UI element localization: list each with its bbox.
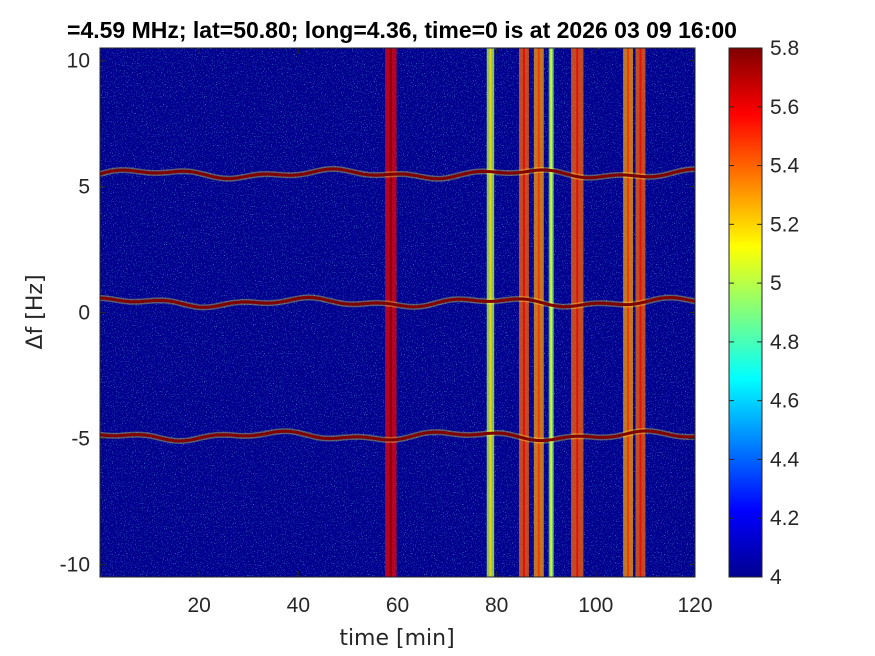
carrier-line [100, 167, 695, 181]
colorbar-tick-label: 4 [770, 566, 782, 589]
colorbar-tick-label: 4.2 [770, 507, 799, 530]
x-tick-label: 40 [287, 594, 310, 617]
plot-area [100, 48, 695, 577]
colorbar-tick-label: 5.8 [770, 37, 799, 60]
y-tick-label: 5 [78, 176, 90, 199]
x-tick-label: 120 [677, 594, 712, 617]
colorbar-tick-label: 4.6 [770, 390, 799, 413]
y-tick-label: 0 [78, 302, 90, 325]
x-axis: 20 40 60 80 100 120 [187, 48, 713, 617]
carrier-line [100, 295, 695, 309]
carrier-lines [100, 165, 695, 445]
colorbar-tick-label: 5.4 [770, 155, 800, 178]
broadband-band-core [550, 48, 553, 577]
y-axis: 10 5 0 -5 -10 [60, 50, 695, 576]
colorbar-tick-label: 5.6 [770, 96, 799, 119]
y-tick-label: 10 [67, 50, 90, 73]
x-tick-label: 80 [485, 594, 508, 617]
colorbar-tick-label: 5 [770, 272, 782, 295]
colorbar [728, 47, 763, 578]
colorbar-tick-label: 5.2 [770, 213, 799, 236]
broadband-band-core [627, 48, 630, 577]
x-tick-label: 100 [578, 594, 613, 617]
broadband-band-core [639, 48, 642, 577]
colorbar-ticks: 5.8 5.6 5.4 5.2 5 4.8 4.6 4.4 4.2 4 [729, 37, 800, 589]
y-axis-label: Δf [Hz] [23, 274, 48, 349]
broadband-band-core [389, 48, 392, 577]
colorbar-tick-label: 4.8 [770, 331, 799, 354]
y-tick-label: -10 [60, 553, 90, 576]
chart-title: =4.59 MHz; lat=50.80; long=4.36, time=0 … [67, 17, 737, 43]
y-tick-label: -5 [71, 427, 90, 450]
broadband-bands [385, 48, 646, 577]
carrier-line [100, 429, 695, 443]
broadband-band-core [522, 48, 525, 577]
broadband-band-core [576, 48, 579, 577]
x-axis-label: time [min] [339, 626, 454, 651]
x-tick-label: 60 [386, 594, 409, 617]
broadband-band-core [489, 48, 492, 577]
colorbar-tick-label: 4.4 [770, 448, 800, 471]
broadband-band-core [537, 48, 540, 577]
noise-speckle [100, 48, 695, 577]
x-tick-label: 20 [187, 594, 210, 617]
